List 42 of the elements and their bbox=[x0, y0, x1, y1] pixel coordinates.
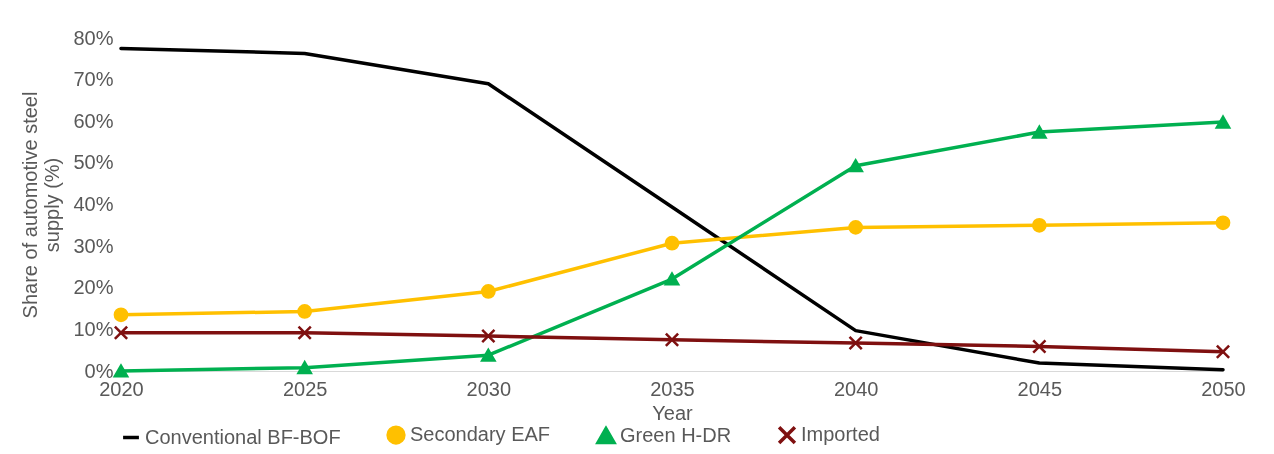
x-tick-label: 2025 bbox=[282, 377, 328, 400]
point bbox=[297, 304, 313, 319]
x-tick-label: 2035 bbox=[650, 377, 695, 400]
point bbox=[1031, 125, 1047, 139]
point bbox=[664, 272, 680, 286]
point bbox=[1031, 339, 1047, 354]
legend-label: Conventional BF-BOF bbox=[145, 425, 341, 448]
point bbox=[113, 307, 129, 323]
point bbox=[664, 235, 680, 251]
legend-label: Imported bbox=[801, 423, 880, 446]
point bbox=[1215, 115, 1231, 129]
line-series bbox=[119, 46, 1225, 372]
x-tick-label: 2050 bbox=[1201, 377, 1246, 400]
point bbox=[480, 328, 496, 344]
legend-label: Secondary EAF bbox=[410, 423, 551, 446]
y-tick-label: 20% bbox=[73, 276, 114, 299]
point bbox=[113, 364, 129, 378]
x-axis-title: Year bbox=[652, 401, 694, 424]
point bbox=[297, 361, 313, 375]
y-tick-label: 50% bbox=[73, 151, 114, 174]
point bbox=[848, 159, 864, 173]
y-tick-label: 40% bbox=[73, 193, 114, 215]
point bbox=[480, 284, 496, 299]
y-tick-label: 70% bbox=[73, 68, 114, 91]
point bbox=[480, 348, 496, 362]
y-axis-title: Share of automotive steel supply (%) bbox=[19, 91, 64, 319]
x-tick-label: 2040 bbox=[833, 377, 879, 400]
point bbox=[113, 325, 129, 341]
y-tick-label: 10% bbox=[73, 317, 114, 340]
point bbox=[1215, 344, 1231, 360]
point bbox=[297, 325, 313, 341]
point bbox=[848, 335, 864, 351]
point bbox=[664, 332, 680, 348]
y-tick-label: 80% bbox=[73, 26, 114, 49]
legend-label: Green H-DR bbox=[620, 423, 732, 446]
point bbox=[1215, 215, 1231, 231]
x-tick-label: 2045 bbox=[1017, 377, 1063, 400]
y-tick-label: 60% bbox=[73, 109, 114, 132]
y-tick-label: 30% bbox=[73, 234, 114, 257]
point bbox=[848, 220, 864, 235]
x-tick-label: 2030 bbox=[466, 377, 512, 400]
point bbox=[1031, 217, 1047, 233]
